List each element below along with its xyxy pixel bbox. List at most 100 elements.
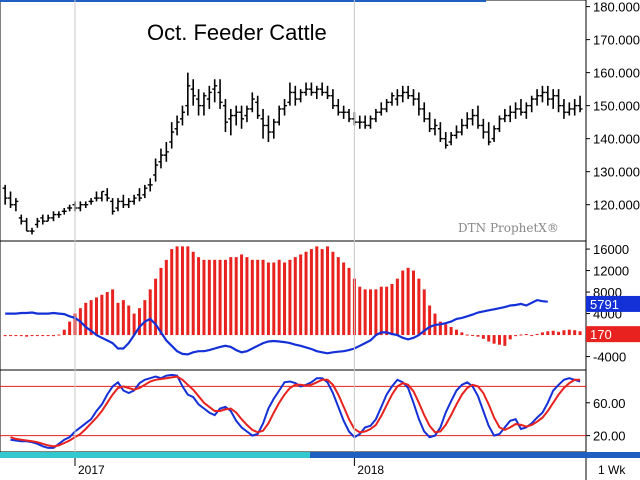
price-bar bbox=[421, 102, 427, 123]
cot-bar bbox=[411, 270, 415, 336]
cot-bar bbox=[250, 259, 254, 336]
price-bar bbox=[384, 99, 390, 113]
price-panel: 120.000 130.000 140.000 150.000 160.000 170.0… bbox=[0, 0, 640, 242]
cot-bar bbox=[100, 294, 104, 336]
price-bar bbox=[303, 82, 309, 96]
price-bar bbox=[330, 89, 336, 109]
price-bar bbox=[190, 79, 196, 106]
price-bar bbox=[196, 89, 202, 116]
cot-bar bbox=[143, 300, 147, 336]
cot-bar bbox=[218, 259, 222, 336]
cot-bar bbox=[385, 286, 389, 336]
cot-bar bbox=[347, 267, 351, 336]
price-bar bbox=[185, 72, 191, 116]
cot-bar bbox=[336, 257, 340, 336]
price-bar bbox=[244, 105, 250, 123]
price-bar bbox=[346, 108, 352, 123]
price-bar bbox=[88, 198, 94, 205]
cot-bar bbox=[438, 321, 442, 336]
cot-bar bbox=[476, 335, 480, 337]
cot-bar bbox=[207, 259, 211, 336]
cot-bar bbox=[540, 332, 544, 336]
price-bar bbox=[470, 108, 476, 126]
price-bar bbox=[271, 118, 277, 139]
cot-bar bbox=[277, 259, 281, 336]
price-bar bbox=[448, 132, 454, 146]
cot-bar bbox=[320, 249, 324, 336]
price-bar bbox=[378, 102, 384, 116]
cot-badge-label: 5791 bbox=[590, 297, 619, 312]
cot-bar bbox=[202, 259, 206, 336]
price-bar bbox=[136, 188, 142, 202]
price-ytick-label: 160.000 bbox=[593, 66, 640, 81]
price-bar bbox=[260, 108, 266, 139]
cot-bar bbox=[46, 335, 50, 337]
cot-bar bbox=[191, 251, 195, 336]
cot-bar bbox=[481, 335, 485, 339]
price-bar bbox=[8, 191, 14, 208]
price-bar bbox=[61, 207, 67, 215]
cot-bar bbox=[234, 257, 238, 336]
cot-bar bbox=[19, 335, 23, 337]
price-bar bbox=[464, 112, 470, 129]
cot-bar bbox=[164, 259, 168, 336]
cot-bar bbox=[89, 300, 93, 336]
price-bar bbox=[335, 99, 341, 116]
cot-bar bbox=[261, 259, 265, 336]
price-bar bbox=[93, 191, 99, 202]
cot-bar bbox=[25, 335, 29, 337]
cot-bar bbox=[428, 305, 432, 336]
price-bar bbox=[362, 115, 368, 129]
stoch-ytick-label: 60.00 bbox=[593, 396, 626, 411]
cot-bar bbox=[369, 289, 373, 336]
cot-bar bbox=[557, 331, 561, 336]
cot-bar bbox=[299, 254, 303, 336]
price-bar bbox=[276, 105, 282, 126]
cot-bar bbox=[116, 302, 120, 336]
cot-bar bbox=[546, 331, 550, 336]
cot-bar bbox=[363, 289, 367, 336]
cot-bar bbox=[121, 300, 125, 336]
cot-bar bbox=[379, 286, 383, 336]
price-bar bbox=[249, 92, 255, 113]
cot-bar bbox=[417, 278, 421, 336]
cot-bar bbox=[245, 257, 249, 336]
cot-bar bbox=[497, 335, 501, 345]
price-bar bbox=[147, 178, 153, 192]
cot-bar bbox=[3, 335, 7, 337]
price-bar bbox=[115, 198, 121, 212]
price-bar bbox=[389, 92, 395, 106]
price-bar bbox=[529, 95, 535, 113]
watermark: DTN ProphetX® bbox=[458, 221, 559, 235]
price-bar bbox=[486, 122, 492, 146]
price-bar bbox=[292, 85, 298, 106]
price-bar bbox=[77, 201, 83, 212]
price-bar bbox=[174, 115, 180, 136]
cot-bar bbox=[111, 289, 115, 336]
cot-bar bbox=[148, 289, 152, 336]
price-bar bbox=[443, 132, 449, 149]
cot-bar bbox=[256, 259, 260, 336]
cot-bar bbox=[240, 254, 244, 336]
cot-bar bbox=[288, 259, 292, 336]
price-bar bbox=[163, 141, 169, 162]
price-bar bbox=[265, 115, 271, 142]
stoch-ytick-label: 20.00 bbox=[593, 429, 626, 444]
cot-bar bbox=[266, 262, 270, 336]
price-bar bbox=[459, 118, 465, 136]
price-bar bbox=[40, 214, 46, 225]
price-bar bbox=[523, 102, 529, 119]
price-bar bbox=[67, 204, 73, 212]
cot-bar bbox=[30, 335, 34, 337]
price-bar bbox=[325, 85, 331, 100]
price-bar bbox=[513, 102, 519, 119]
price-bar bbox=[416, 92, 422, 116]
price-bar bbox=[222, 99, 228, 133]
timeline-bar-dark bbox=[310, 452, 640, 458]
price-bar bbox=[491, 125, 497, 142]
cot-bar bbox=[519, 334, 523, 336]
price-bar bbox=[298, 89, 304, 103]
price-bar bbox=[368, 115, 374, 129]
